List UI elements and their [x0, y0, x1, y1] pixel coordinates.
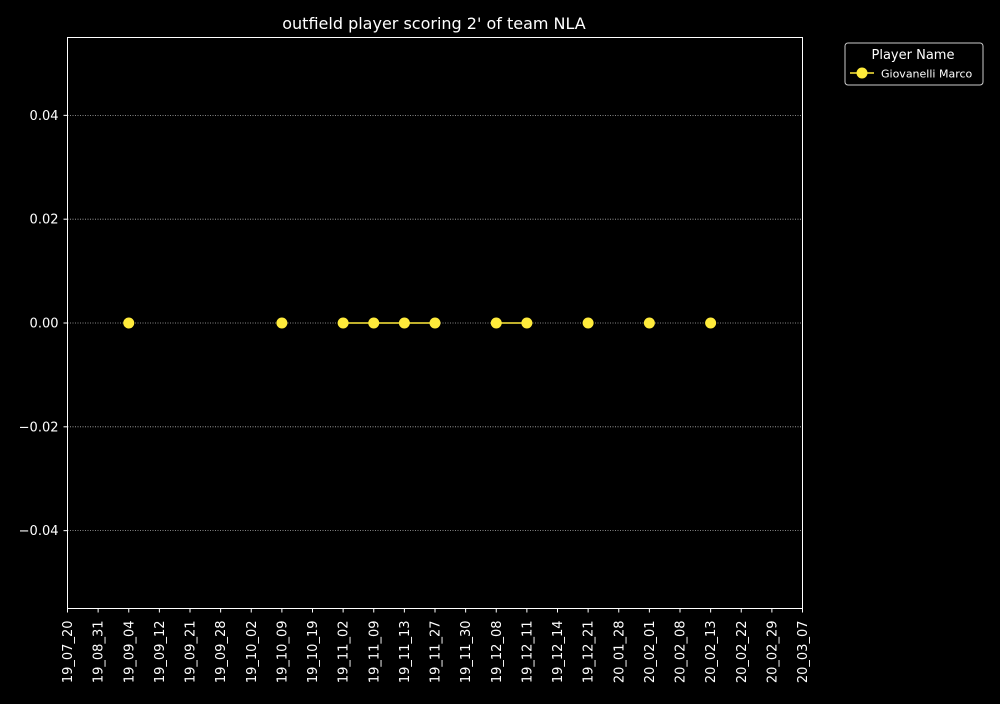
data-point: [643, 317, 655, 329]
x-tick-label: 19_11_27: [429, 621, 444, 684]
data-point: [398, 317, 410, 329]
x-tick-label: 19_08_31: [92, 621, 107, 684]
y-axis-ticks: −0.04 −0.02 0.00 0.02 0.04: [19, 109, 68, 539]
legend-series-label: Giovanelli Marco: [881, 68, 973, 81]
legend-box: [844, 42, 984, 86]
x-axis-ticks: 19_07_20 19_08_31 19_09_04 19_09_12 19_09_21…: [61, 608, 811, 684]
x-tick-label: 19_09_04: [122, 621, 137, 684]
data-point: [429, 317, 441, 329]
x-tick-label: 19_09_28: [214, 621, 229, 684]
x-tick-label: 19_11_30: [459, 621, 474, 684]
y-tick-label: −0.02: [19, 420, 59, 435]
x-tick-label: 19_07_20: [61, 621, 76, 684]
x-tick-label: 20_02_08: [674, 621, 689, 684]
x-tick-label: 20_02_22: [735, 621, 750, 684]
y-tick-label: 0.04: [30, 109, 59, 124]
x-tick-label: 19_12_11: [520, 621, 535, 684]
data-point: [521, 317, 533, 329]
data-point: [276, 317, 288, 329]
x-tick-label: 19_11_02: [337, 621, 352, 684]
x-tick-label: 19_10_19: [306, 621, 321, 684]
x-tick-label: 19_10_09: [275, 621, 290, 684]
x-tick-label: 20_02_29: [765, 621, 780, 684]
legend-series-marker: [856, 67, 868, 79]
x-tick-label: 19_12_14: [551, 621, 566, 684]
x-tick-label: 20_02_13: [704, 621, 719, 684]
x-tick-label: 20_03_07: [796, 621, 811, 684]
chart-title: outfield player scoring 2' of team NLA: [282, 14, 586, 33]
data-point: [368, 317, 380, 329]
data-point: [123, 317, 135, 329]
x-tick-label: 19_10_02: [245, 621, 260, 684]
legend-title: Player Name: [872, 48, 955, 63]
legend: Player Name Giovanelli Marco: [844, 42, 984, 86]
data-point: [490, 317, 502, 329]
x-tick-label: 19_09_12: [153, 621, 168, 684]
y-tick-label: 0.02: [30, 213, 59, 228]
x-tick-label: 19_12_21: [582, 621, 597, 684]
x-tick-label: 19_11_13: [398, 621, 413, 684]
data-point: [705, 317, 717, 329]
data-point: [337, 317, 349, 329]
x-tick-label: 20_01_28: [612, 621, 627, 684]
x-tick-label: 20_02_01: [643, 621, 658, 684]
x-tick-label: 19_12_08: [490, 621, 505, 684]
data-point: [582, 317, 594, 329]
x-tick-label: 19_11_09: [367, 621, 382, 684]
y-tick-label: 0.00: [30, 317, 59, 332]
x-tick-label: 19_09_21: [184, 621, 199, 684]
series-points: [123, 317, 717, 329]
y-tick-label: −0.04: [19, 524, 59, 539]
